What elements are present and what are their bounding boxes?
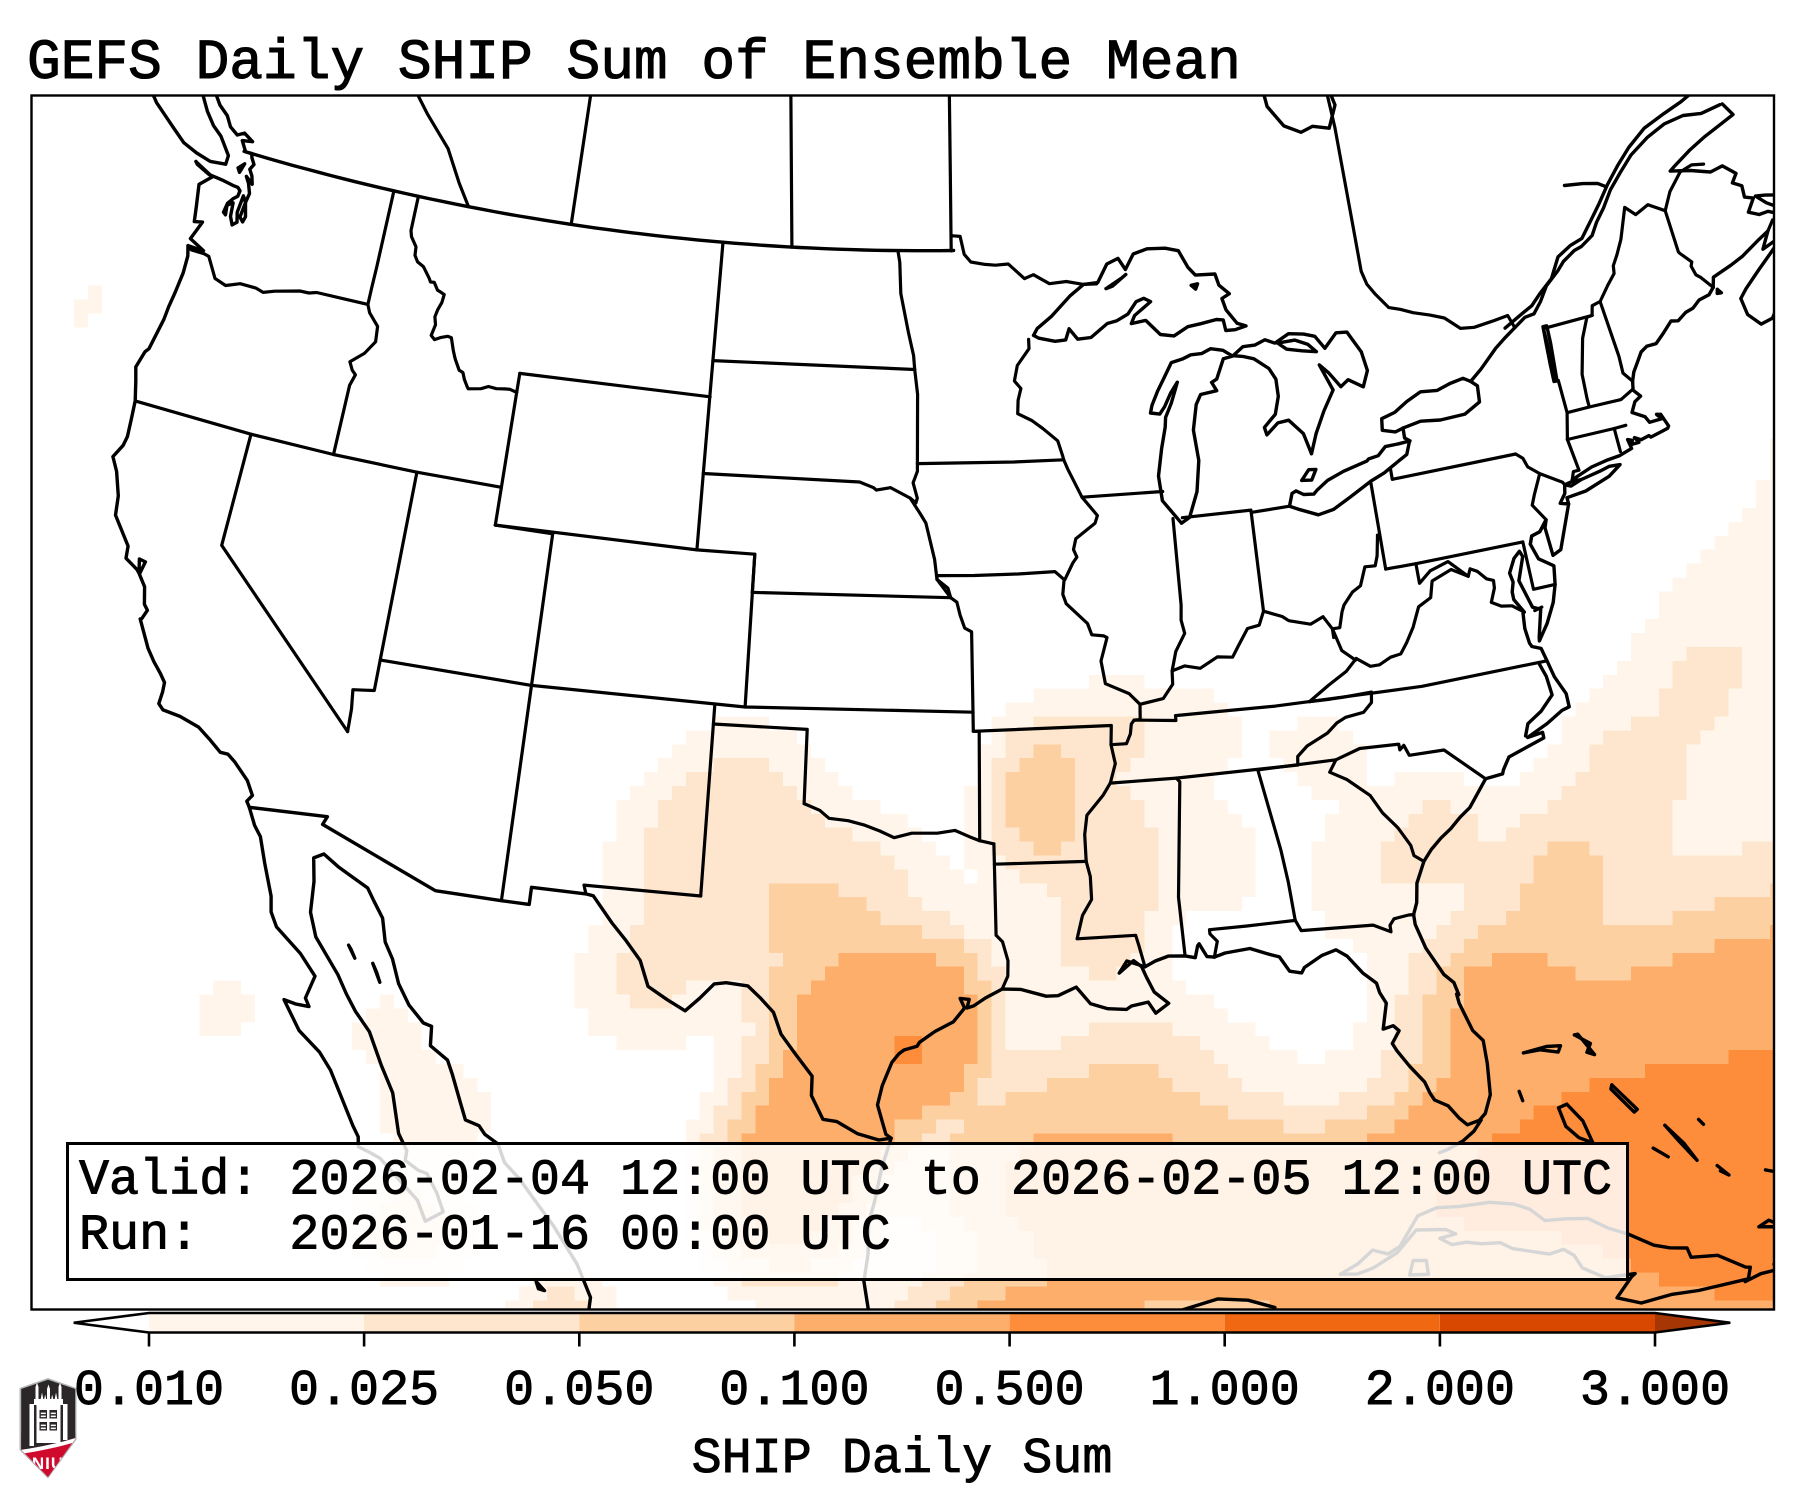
- svg-text:0.100: 0.100: [719, 1363, 869, 1420]
- svg-text:Valid: 2026-02-04 12:00 UTC to: Valid: 2026-02-04 12:00 UTC to 2026-02-0…: [79, 1153, 1612, 1210]
- svg-text:GEFS Daily SHIP Sum of Ensembl: GEFS Daily SHIP Sum of Ensemble Mean: [27, 31, 1241, 95]
- svg-text:0.050: 0.050: [504, 1363, 654, 1420]
- svg-text:0.010: 0.010: [74, 1363, 224, 1420]
- svg-text:1.000: 1.000: [1150, 1363, 1300, 1420]
- svg-text:3.000: 3.000: [1580, 1363, 1730, 1420]
- svg-text:SHIP Daily Sum: SHIP Daily Sum: [692, 1431, 1113, 1488]
- svg-text:0.025: 0.025: [289, 1363, 439, 1420]
- svg-text:0.500: 0.500: [934, 1363, 1084, 1420]
- svg-text:2.000: 2.000: [1365, 1363, 1515, 1420]
- svg-text:Run: 2026-01-16 00:00 UTC: Run: 2026-01-16 00:00 UTC: [79, 1208, 891, 1265]
